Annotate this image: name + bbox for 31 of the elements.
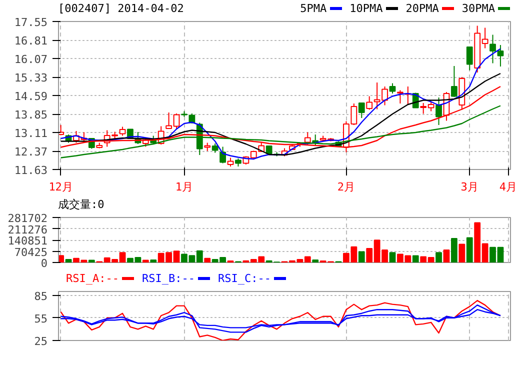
- y-tick-label: 11.63: [14, 164, 48, 177]
- legend-label: 20PMA: [406, 2, 439, 15]
- chart-title: [002407] 2014-04-02: [58, 1, 184, 16]
- y-tick-label: 17.55: [14, 16, 48, 29]
- y-tick-label: 12.37: [14, 146, 48, 158]
- y-tick-label: 16.07: [14, 53, 48, 66]
- y-tick-label: 14.59: [14, 90, 48, 103]
- x-tick-label: 3月: [460, 180, 478, 194]
- y-tick-label: 25: [34, 335, 48, 348]
- legend-label: 10PMA: [350, 2, 383, 15]
- y-tick-label: 15.33: [14, 72, 48, 84]
- legend-label: RSI_B:--: [142, 272, 195, 285]
- x-tick-label: 2月: [337, 180, 356, 194]
- legend-label: RSI_A:--: [66, 272, 119, 285]
- y-tick-label: 211276: [8, 223, 48, 236]
- legend-label: 5PMA: [300, 2, 327, 15]
- y-tick-label: 13.11: [14, 127, 48, 140]
- y-tick-label: 16.81: [14, 34, 48, 48]
- y-tick-label: 85: [34, 290, 48, 303]
- x-tick-label: 1月: [175, 180, 194, 194]
- y-tick-label: 13.85: [14, 108, 48, 122]
- y-tick-label: 55: [34, 312, 48, 326]
- text: 4月: [499, 180, 517, 194]
- y-tick-label: 281702: [8, 212, 48, 225]
- y-tick-label: 0: [40, 257, 48, 270]
- chart-title: 成交量:0: [58, 197, 104, 212]
- y-tick-label: 140851: [8, 234, 48, 248]
- x-tick-label: 12月: [48, 180, 73, 194]
- y-tick-label: 70425: [14, 246, 48, 259]
- legend-label: 30PMA: [462, 2, 495, 15]
- legend-label: RSI_C:--: [218, 272, 271, 285]
